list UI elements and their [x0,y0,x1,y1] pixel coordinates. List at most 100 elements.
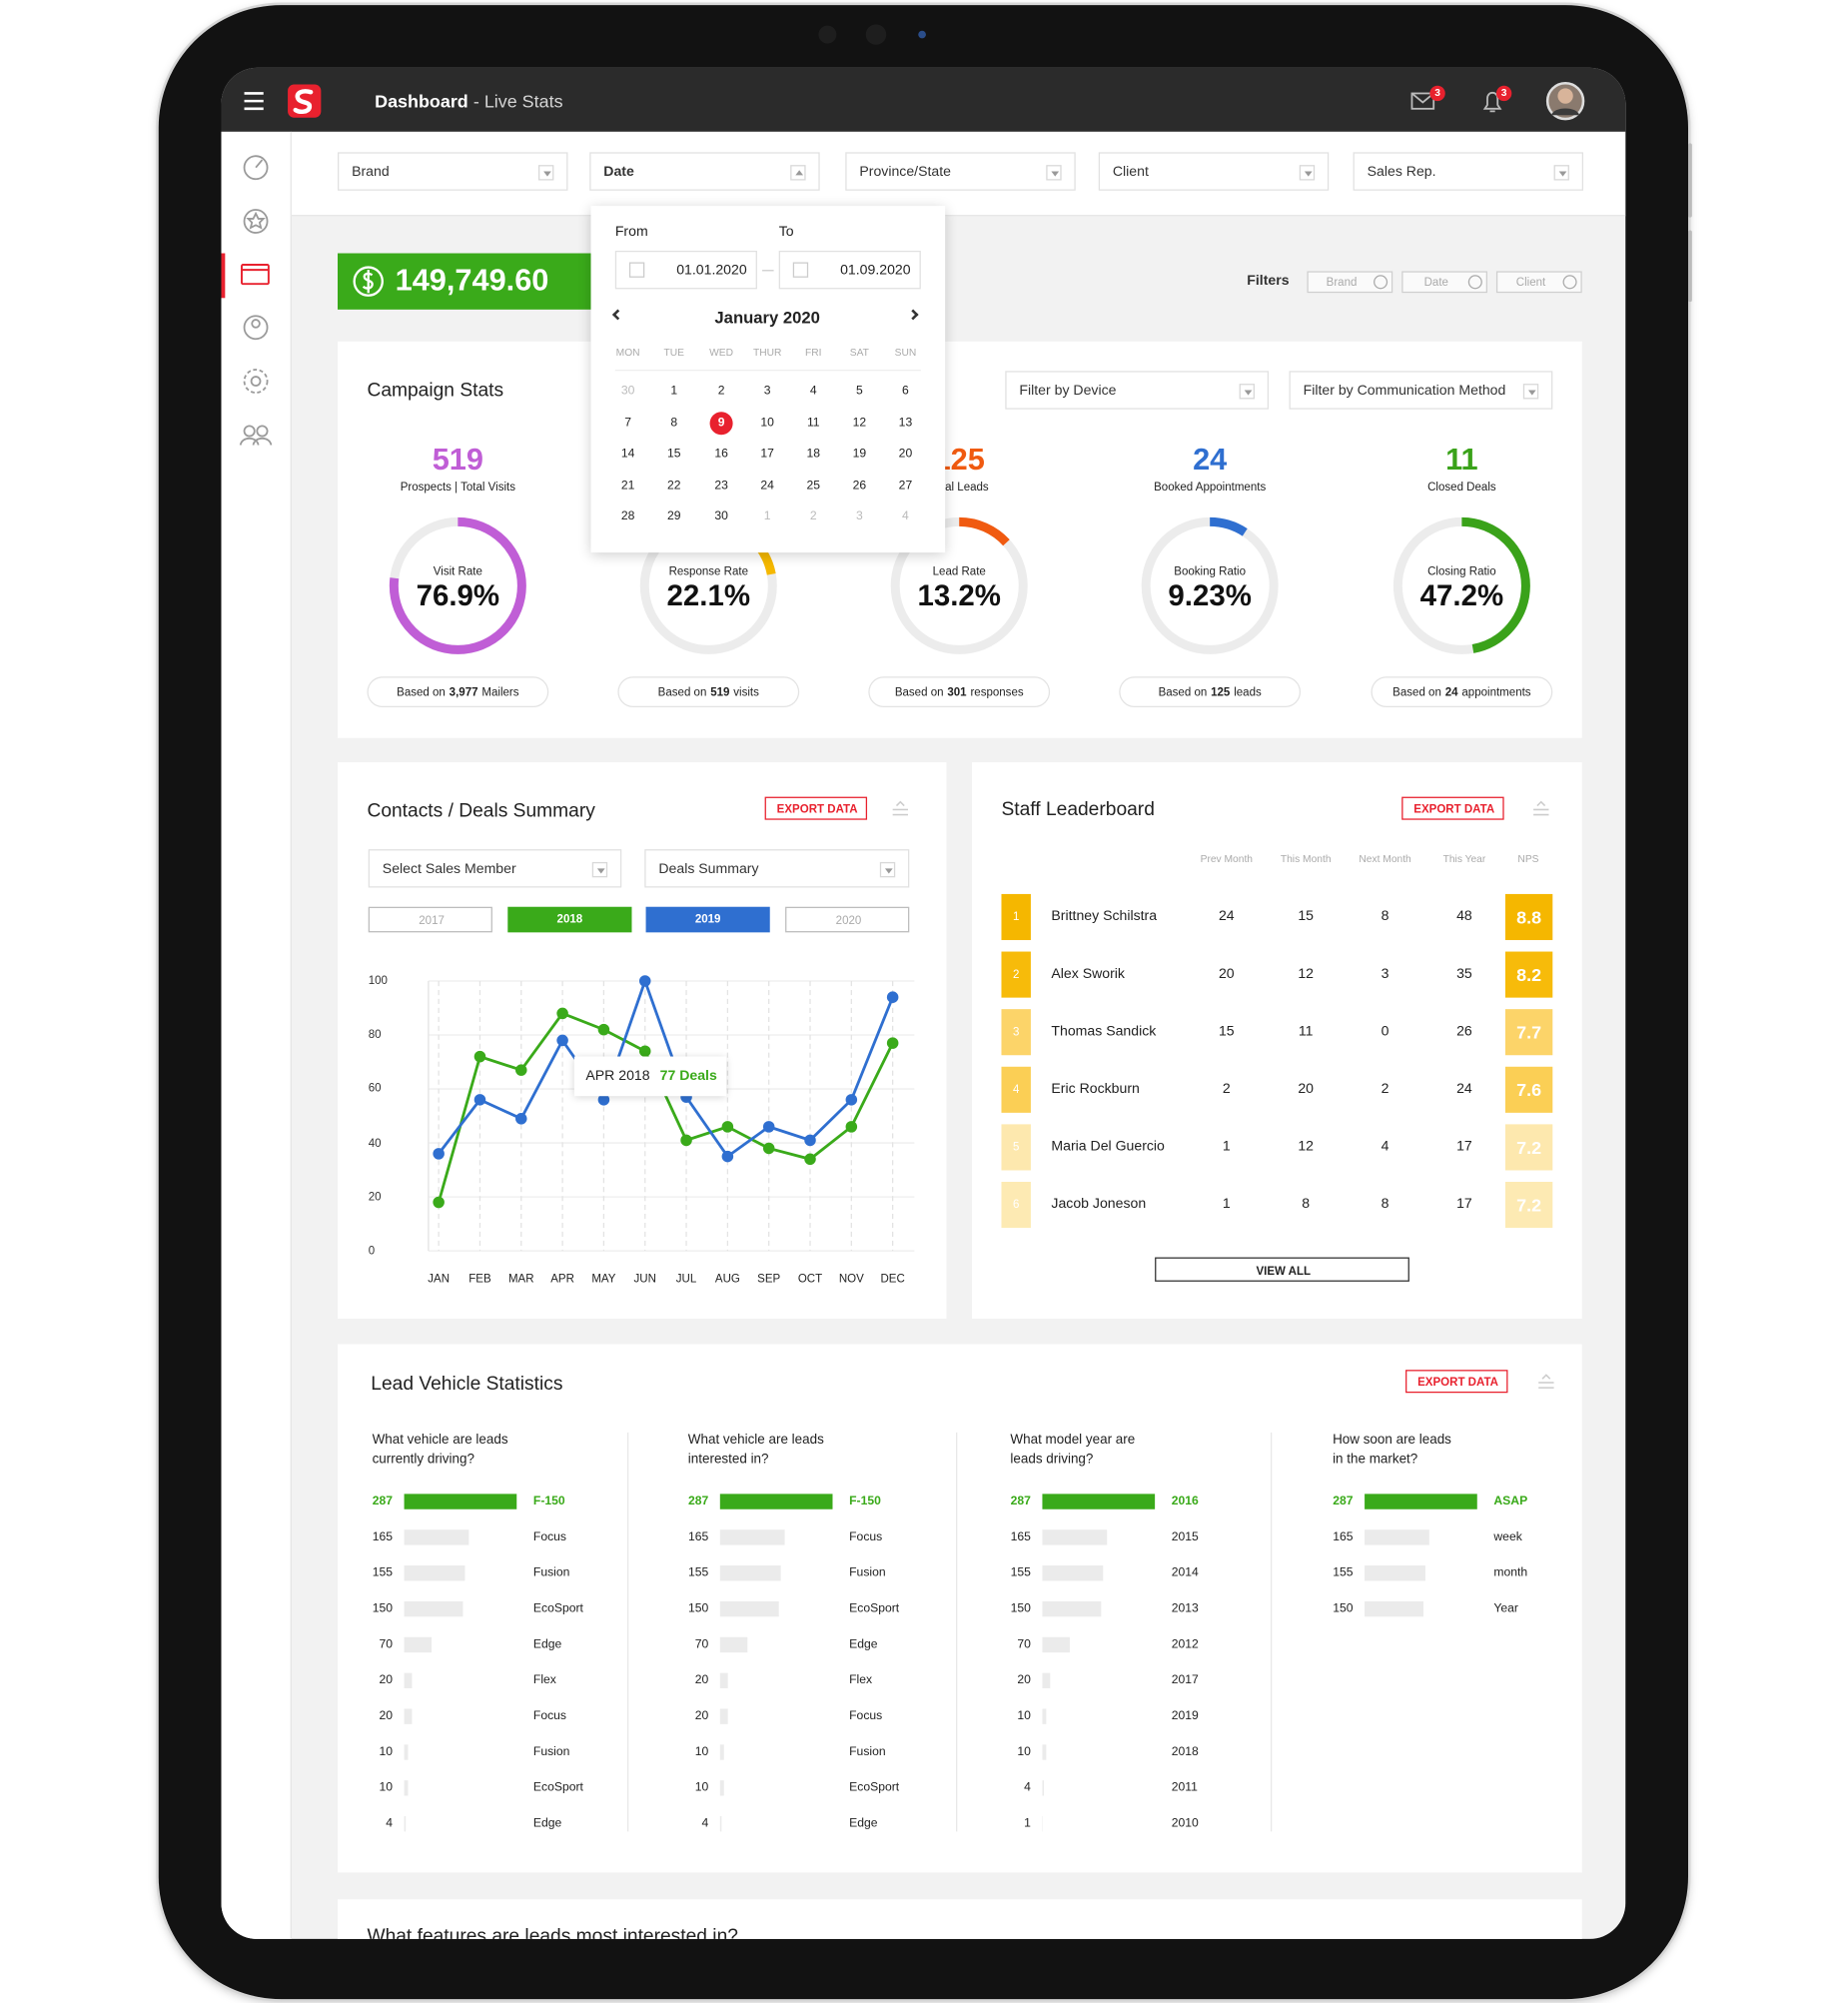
export-button[interactable]: EXPORT DATA [765,797,867,820]
dropdown[interactable]: Province/State [845,152,1075,190]
staff-stat: 15 [1298,910,1314,924]
dropdown[interactable]: Filter by Communication Method [1290,371,1553,409]
tooltip-title: APR 2018 [585,1069,649,1083]
export-button[interactable]: EXPORT DATA [1405,1370,1507,1393]
dropdown[interactable]: Date [589,152,819,190]
stat-count: 70 [380,1638,394,1650]
staff-stat: 35 [1456,968,1472,982]
x-tick-label: MAR [508,1274,534,1286]
filter-chip[interactable]: Date [1401,271,1487,293]
ring-value: 13.2% [917,581,1000,610]
stat-count: 150 [373,1603,393,1615]
year-button[interactable]: 2020 [785,907,909,933]
dropdown-caret-box [1046,165,1061,180]
stat-category: F-150 [849,1496,881,1507]
staff-stat: 20 [1298,1083,1314,1097]
camera [866,24,886,44]
dropdown-caret-box [1554,165,1569,180]
stat-category: Edge [849,1818,877,1830]
dropdown-caret [795,170,803,175]
year-button[interactable]: 2019 [646,907,770,933]
export-button[interactable]: EXPORT DATA [1401,797,1503,820]
nps-badge: 8.8 [1505,894,1552,940]
basis-value: 3,977 [450,685,478,698]
nps-badge: 7.2 [1505,1182,1552,1228]
stat-category: Fusion [533,1746,570,1758]
dropdown[interactable]: Select Sales Member [369,849,621,887]
question-line: What model year are [1010,1434,1135,1447]
stat-count: 165 [373,1531,393,1543]
x-tick-label: APR [550,1274,574,1286]
staff-name: Alex Sworik [1051,968,1125,982]
stat-count: 1 [1024,1818,1031,1830]
column-header: This Month [1281,854,1332,864]
stat-count: 10 [1017,1746,1031,1758]
ring-value: 76.9% [417,581,499,610]
rank-number: 6 [1013,1199,1019,1211]
staff-stat: 17 [1456,1198,1472,1212]
dropdown[interactable]: Deals Summary [644,849,909,887]
filter-chip[interactable]: Client [1496,271,1582,293]
basis-value: 519 [710,685,729,698]
ring-label: Booking Ratio [1174,566,1246,578]
dropdown-label: Brand [352,166,390,180]
stat-count: 165 [1011,1531,1031,1543]
dropdown-label: Province/State [859,166,951,180]
dropdown[interactable]: Brand [338,152,567,190]
dropdown-caret-box [1300,165,1315,180]
filters-label: Filters [1247,275,1289,289]
view-all-button[interactable]: VIEW ALL [1155,1258,1409,1282]
ring-value: 22.1% [667,581,750,610]
stat-category: 2011 [1172,1782,1198,1794]
staff-stat: 8 [1382,910,1389,924]
x-tick-label: JUN [634,1274,656,1286]
rank-number: 1 [1013,911,1019,923]
stat-count: 155 [1333,1567,1353,1579]
column-header: Prev Month [1201,854,1253,864]
stat-category: EcoSport [533,1782,583,1794]
stat-category: Focus [533,1531,566,1543]
nps-value: 7.6 [1516,1081,1541,1099]
dropdown-caret-box [1523,384,1538,399]
year-button[interactable]: 2017 [369,907,492,933]
staff-stat: 17 [1456,1140,1472,1154]
year-button[interactable]: 2018 [507,907,631,933]
nps-value: 8.2 [1516,966,1541,984]
stat-category: 2013 [1172,1603,1199,1615]
stat-value: 11 [1445,446,1477,477]
dropdown-label: Sales Rep. [1368,166,1436,180]
basis-suffix: responses [970,685,1023,698]
dropdown[interactable]: Filter by Device [1005,371,1269,409]
stat-count: 10 [1017,1710,1031,1722]
filter-chip[interactable]: Brand [1307,271,1392,293]
stat-count: 20 [380,1674,394,1686]
staff-stat: 24 [1219,910,1235,924]
year-label: 2017 [419,915,445,927]
panel-title: Lead Vehicle Statistics [371,1375,562,1394]
dropdown[interactable]: Sales Rep. [1354,152,1583,190]
stat-category: Focus [849,1531,882,1543]
chip-remove[interactable] [1563,275,1577,289]
panel-title: Contacts / Deals Summary [367,801,594,820]
y-tick-label: 100 [369,975,388,987]
stat-value: 125 [934,446,985,477]
stat-category: 2012 [1172,1638,1199,1650]
question-line: What vehicle are leads [373,1434,508,1447]
stat-label: Total Leads [930,482,989,494]
chip-remove[interactable] [1468,275,1482,289]
stat-category: week [1493,1531,1521,1543]
ring-label: Closing Ratio [1427,566,1496,578]
y-tick-label: 40 [369,1137,382,1149]
stat-count: 150 [1011,1603,1031,1615]
chip-remove[interactable] [1374,275,1387,289]
dropdown[interactable]: Client [1099,152,1329,190]
stat-category: month [1493,1567,1527,1579]
column-header: This Year [1443,854,1486,864]
column-header: NPS [1517,854,1538,864]
rank-badge: 2 [1001,952,1030,998]
staff-stat: 15 [1219,1025,1235,1039]
dropdown-caret-box [1240,384,1255,399]
camera [818,26,836,44]
